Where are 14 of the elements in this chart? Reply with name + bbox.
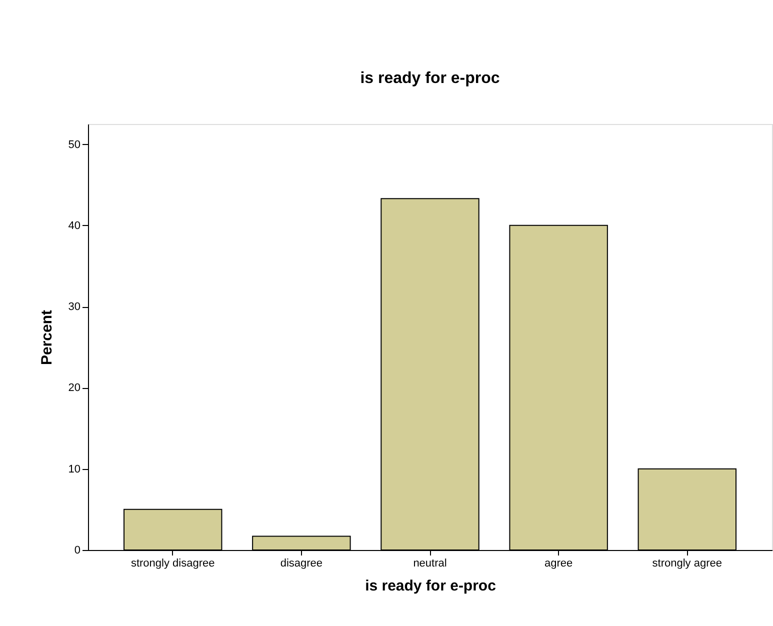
y-tick-label: 0 — [74, 544, 80, 556]
y-tick-label: 10 — [68, 463, 80, 476]
chart-title: is ready for e-proc — [360, 70, 500, 87]
y-tick-label: 30 — [68, 301, 80, 314]
x-tick-label: strongly disagree — [130, 558, 215, 570]
x-tick-label: agree — [544, 558, 573, 570]
x-tick-label: disagree — [280, 558, 323, 570]
x-tick-label: strongly agree — [652, 558, 722, 570]
y-tick-label: 40 — [68, 220, 80, 232]
y-tick-label: 20 — [68, 382, 80, 394]
y-tick-label: 50 — [68, 138, 80, 151]
x-axis-title: is ready for e-proc — [365, 578, 496, 594]
y-axis-title: Percent — [38, 310, 56, 366]
x-tick-label: neutral — [413, 558, 447, 570]
